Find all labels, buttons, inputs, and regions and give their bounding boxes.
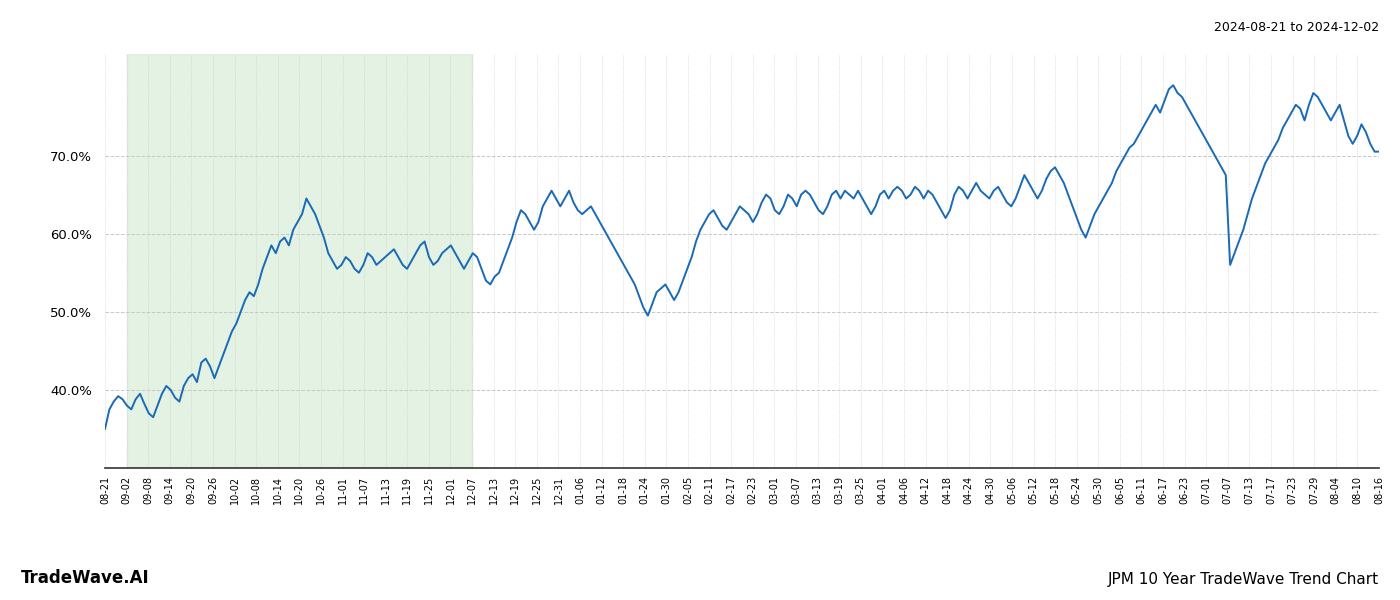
Bar	[126, 54, 472, 468]
Text: 2024-08-21 to 2024-12-02: 2024-08-21 to 2024-12-02	[1214, 21, 1379, 34]
Text: JPM 10 Year TradeWave Trend Chart: JPM 10 Year TradeWave Trend Chart	[1107, 572, 1379, 587]
Text: TradeWave.AI: TradeWave.AI	[21, 569, 150, 587]
